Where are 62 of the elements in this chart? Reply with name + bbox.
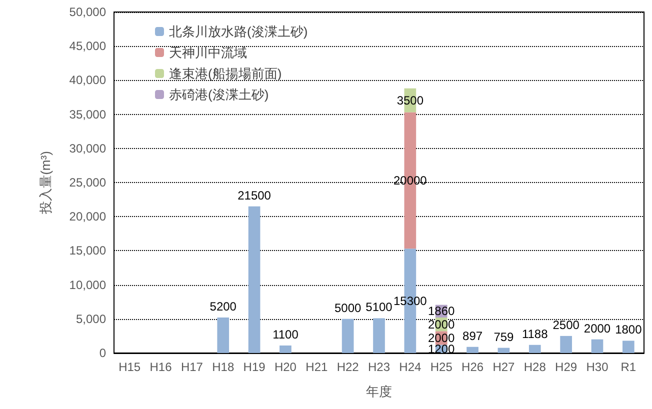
data-label: 2000 bbox=[428, 330, 456, 345]
legend-label: 逢束港(船揚場前面) bbox=[169, 66, 282, 81]
x-tick-label: H19 bbox=[243, 360, 266, 374]
y-tick-label: 25,000 bbox=[69, 176, 106, 190]
x-tick-label: H26 bbox=[462, 360, 484, 374]
data-label: 1100 bbox=[272, 328, 299, 342]
bar bbox=[498, 348, 510, 353]
y-tick-label: 30,000 bbox=[69, 141, 106, 156]
x-tick-label: H29 bbox=[555, 360, 578, 374]
x-tick-label: H16 bbox=[150, 360, 172, 374]
data-label: 897 bbox=[462, 328, 483, 343]
data-label: 1800 bbox=[615, 322, 642, 337]
x-tick-label: H15 bbox=[118, 360, 141, 374]
x-tick-label: H18 bbox=[212, 360, 234, 374]
x-tick-label: H20 bbox=[274, 360, 297, 374]
y-tick-label: 5,000 bbox=[76, 312, 106, 326]
bar bbox=[373, 318, 385, 353]
data-label: 759 bbox=[494, 330, 514, 344]
data-label: 1860 bbox=[428, 304, 456, 318]
y-tick-label: 0 bbox=[99, 346, 106, 360]
x-tick-label: H17 bbox=[180, 360, 204, 374]
y-tick-label: 20,000 bbox=[69, 210, 106, 224]
y-tick-label: 50,000 bbox=[69, 5, 106, 19]
x-tick-label: H25 bbox=[430, 360, 453, 374]
data-label: 5000 bbox=[334, 300, 362, 315]
data-label: 2500 bbox=[552, 318, 580, 332]
x-axis-title: 年度 bbox=[366, 384, 392, 399]
bar bbox=[342, 318, 354, 353]
bar bbox=[280, 346, 292, 353]
legend-label: 北条川放水路(浚渫土砂) bbox=[169, 24, 308, 39]
x-tick-label: H30 bbox=[586, 360, 609, 374]
y-axis-title: 投入量(m³) bbox=[38, 151, 53, 215]
x-tick-label: H22 bbox=[336, 360, 360, 374]
x-tick-label: H21 bbox=[306, 360, 328, 374]
x-tick-label: H28 bbox=[524, 360, 546, 374]
bar bbox=[622, 340, 634, 353]
data-label: 21500 bbox=[238, 188, 272, 202]
data-label: 1188 bbox=[522, 326, 548, 341]
bar bbox=[466, 346, 478, 353]
data-label: 2000 bbox=[428, 317, 456, 332]
data-label: 20000 bbox=[393, 173, 428, 188]
legend-label: 天神川中流域 bbox=[169, 45, 247, 60]
x-tick-label: R1 bbox=[620, 360, 636, 374]
legend-label: 赤碕港(浚渫土砂) bbox=[169, 87, 269, 102]
bar bbox=[217, 318, 230, 353]
y-tick-label: 15,000 bbox=[69, 244, 106, 258]
bar bbox=[591, 339, 604, 353]
x-tick-label: H24 bbox=[399, 360, 422, 374]
bar bbox=[248, 206, 260, 353]
x-tick-label: H27 bbox=[492, 360, 516, 374]
data-label: 5100 bbox=[366, 300, 393, 314]
data-label: 3500 bbox=[396, 93, 424, 108]
y-tick-label: 10,000 bbox=[69, 278, 106, 292]
data-label: 2000 bbox=[584, 321, 611, 336]
bar bbox=[528, 344, 541, 353]
bar bbox=[560, 336, 572, 353]
data-label: 15300 bbox=[393, 294, 428, 308]
y-tick-label: 35,000 bbox=[69, 107, 106, 122]
x-tick-label: H23 bbox=[368, 360, 390, 374]
y-tick-label: 45,000 bbox=[69, 39, 106, 54]
y-tick-label: 40,000 bbox=[69, 73, 106, 88]
data-label: 5200 bbox=[210, 300, 237, 314]
